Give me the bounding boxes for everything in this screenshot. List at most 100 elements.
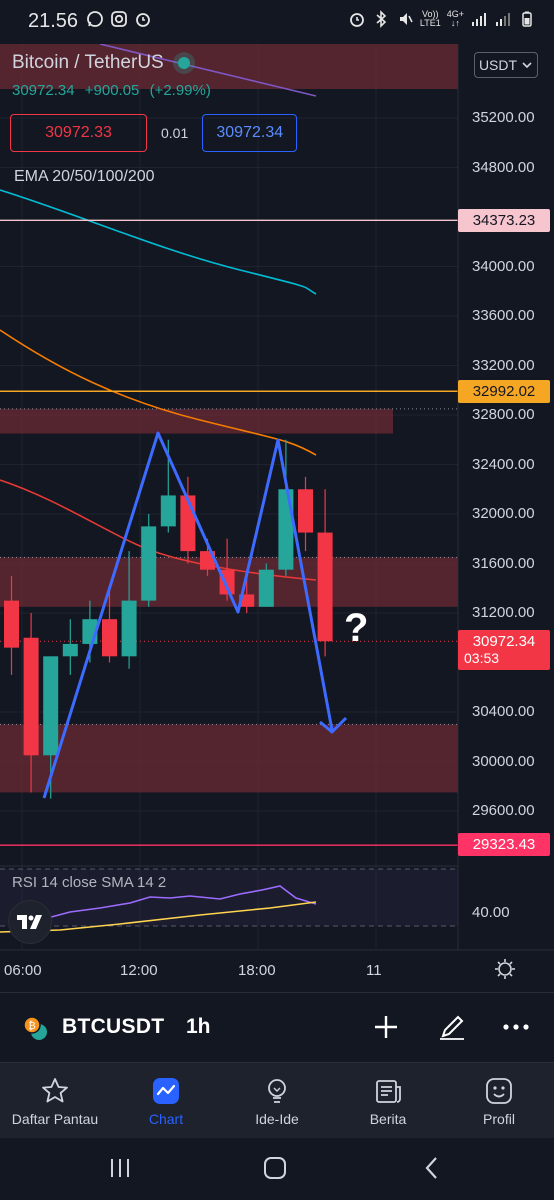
price-change: +900.05 <box>84 82 140 99</box>
candle-body <box>62 643 78 657</box>
tradingview-logo[interactable] <box>8 900 52 944</box>
currency-button[interactable]: USDT <box>474 52 538 78</box>
price-axis-label: 29600.00 <box>472 802 535 819</box>
price-axis-label: 33200.00 <box>472 356 535 374</box>
bottom-navigation: Daftar Pantau Chart Ide-Ide Berita Profi… <box>0 1062 554 1138</box>
price-axis-label: 31200.00 <box>472 604 535 621</box>
battery-icon <box>522 11 532 27</box>
candle-body <box>23 637 39 756</box>
nav-profile[interactable]: Profil <box>444 1063 554 1139</box>
smiley-icon <box>486 1078 512 1104</box>
status-time: 21.56 <box>28 10 79 32</box>
candle-body <box>102 619 117 657</box>
currency-label: USDT <box>478 57 518 73</box>
time-label-0600: 06:00 <box>4 962 42 979</box>
symbol-title-row[interactable]: Bitcoin / TetherUS <box>12 52 217 74</box>
chart-horizontal-lines <box>0 219 458 846</box>
price-tag-resistance-high: 34373.23 <box>458 209 550 232</box>
candle-body <box>43 656 59 756</box>
candle-body <box>160 495 176 527</box>
nav-ideas[interactable]: Ide-Ide <box>222 1063 332 1139</box>
status-bar: 21.56 Vo)) LTE1 4G+ ↓↑ <box>0 0 554 44</box>
symbol-title: Bitcoin / TetherUS <box>12 52 164 73</box>
chart-settings-gear-icon[interactable] <box>494 958 516 980</box>
candle-body <box>278 489 294 570</box>
instagram-icon <box>111 11 127 27</box>
price-chart[interactable] <box>0 44 554 992</box>
chart-icon <box>153 1078 179 1104</box>
indicator-label-ema[interactable]: EMA 20/50/100/200 <box>14 168 155 185</box>
bid-ask-panel: 30972.33 0.01 30972.34 <box>10 114 298 152</box>
drawing-pencil-icon[interactable] <box>436 1011 468 1043</box>
price-tag-current: 30972.34 03:53 <box>458 630 550 670</box>
signal-icon <box>496 13 510 26</box>
last-price: 30972.34 <box>12 82 75 99</box>
double-top-line <box>42 431 334 799</box>
bluetooth-icon <box>376 10 387 28</box>
price-axis-label: 30000.00 <box>472 752 535 770</box>
nav-chart[interactable]: Chart <box>111 1063 221 1139</box>
candle-body <box>141 526 157 601</box>
system-navigation-bar <box>0 1138 554 1200</box>
rsi-pane <box>0 865 458 933</box>
mute-icon <box>399 13 413 25</box>
candle-body <box>180 495 196 552</box>
recent-apps-icon[interactable] <box>108 1156 132 1180</box>
supply-demand-zone <box>0 724 458 793</box>
price-axis-label: 32000.00 <box>472 505 535 522</box>
signal-icon <box>472 13 486 26</box>
candle-body <box>4 600 19 648</box>
candle-body <box>239 594 255 607</box>
chart-grid <box>21 44 377 950</box>
current-price-value: 30972.34 <box>472 633 536 650</box>
upper-zone-band <box>0 44 458 89</box>
bitcoin-tether-coin-icon[interactable]: ₿ <box>22 1015 48 1041</box>
indicator-label-rsi[interactable]: RSI 14 close SMA 14 2 <box>12 874 167 891</box>
volte-indicator: Vo)) LTE1 <box>419 9 441 28</box>
add-plus-icon[interactable] <box>370 1011 402 1043</box>
candle-body <box>317 532 333 642</box>
candle-body <box>298 489 313 533</box>
more-options-icon[interactable] <box>500 1011 532 1043</box>
nav-label: Berita <box>369 1111 407 1127</box>
symbol-selector[interactable]: BTCUSDT <box>62 1015 165 1038</box>
symbol-bar: ₿ BTCUSDT 1h <box>0 992 554 1062</box>
price-axis-label: 33600.00 <box>472 307 535 324</box>
status-system-icons: Vo)) LTE1 4G+ ↓↑ <box>348 10 536 28</box>
back-icon[interactable] <box>420 1156 444 1180</box>
svg-text:₿: ₿ <box>28 1020 35 1032</box>
rsi-axis-label: 40.00 <box>472 904 510 921</box>
ema-purple-line <box>99 44 317 97</box>
price-axis-label: 31600.00 <box>472 554 535 572</box>
price-axis-label: 35200.00 <box>472 109 535 126</box>
price-change-percent: (+2.99%) <box>149 82 211 99</box>
question-mark-annotation: ? <box>344 606 369 650</box>
tradingview-logo-icon <box>17 915 42 929</box>
network-type: 4G+ ↓↑ <box>446 9 464 28</box>
rsi-line <box>39 885 317 921</box>
time-label-1800: 18:00 <box>238 962 276 979</box>
price-tag-support-low: 29323.43 <box>458 833 550 856</box>
price-axis-label: 34000.00 <box>472 257 535 275</box>
news-icon <box>376 1080 401 1103</box>
ema-teal-line <box>0 189 317 295</box>
home-icon[interactable] <box>263 1156 287 1180</box>
whatsapp-icon <box>87 11 103 27</box>
time-label-11: 11 <box>366 962 382 979</box>
buy-button[interactable]: 30972.34 <box>202 114 298 152</box>
arrow-head <box>319 716 348 734</box>
nav-news[interactable]: Berita <box>333 1063 443 1139</box>
price-change-row: 30972.34 +900.05 (+2.99%) <box>12 82 217 99</box>
spread-value: 0.01 <box>161 125 189 141</box>
star-icon <box>42 1078 68 1103</box>
time-label-1200: 12:00 <box>120 962 158 979</box>
nav-label: Chart <box>148 1111 184 1127</box>
timeframe-selector[interactable]: 1h <box>186 1015 211 1038</box>
market-open-dot <box>177 57 190 69</box>
supply-demand-zone <box>0 408 393 434</box>
status-app-icons <box>86 10 152 28</box>
sell-button[interactable]: 30972.33 <box>10 114 147 152</box>
candle-body <box>121 600 137 657</box>
nav-watchlist[interactable]: Daftar Pantau <box>0 1063 110 1139</box>
chevron-down-icon <box>522 62 532 69</box>
